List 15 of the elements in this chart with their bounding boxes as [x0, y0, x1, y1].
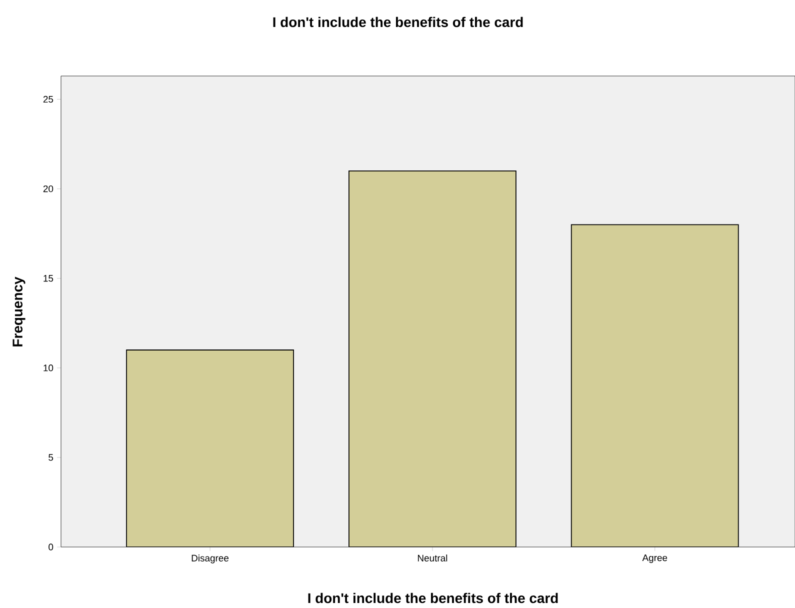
x-tick-label: Agree — [642, 554, 668, 563]
y-tick-label: 15 — [44, 275, 54, 282]
y-axis-title: Frequency — [12, 276, 26, 346]
chart-title: I don't include the benefits of the card — [273, 16, 523, 28]
bar — [570, 224, 739, 547]
y-tick-label: 25 — [43, 96, 54, 103]
y-tick-label: 10 — [44, 364, 54, 372]
y-tick-label: 0 — [48, 544, 54, 550]
bar — [126, 350, 294, 547]
bar — [348, 170, 516, 547]
x-tick-label: Neutral — [418, 554, 448, 562]
x-tick-label: Disagree — [192, 554, 229, 564]
y-tick-label: 20 — [43, 185, 54, 192]
y-tick-label: 5 — [48, 454, 54, 461]
x-axis-title: I don't include the benefits of the card — [308, 592, 558, 604]
